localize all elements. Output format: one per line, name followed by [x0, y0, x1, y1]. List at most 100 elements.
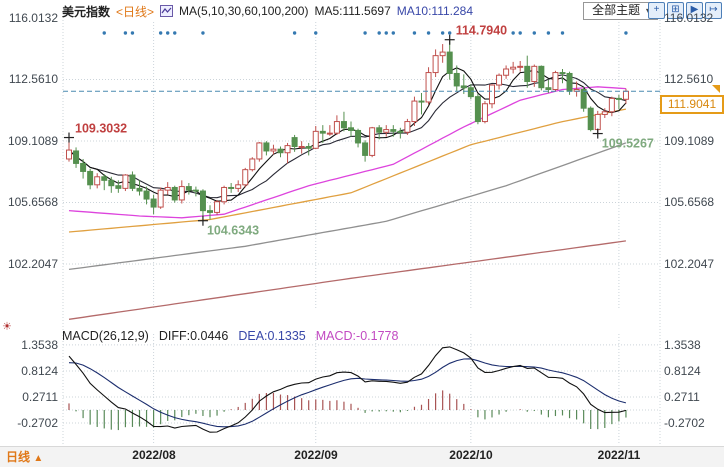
high-annotation: 114.7940 [444, 24, 507, 45]
y-axis-label: -0.2702 [664, 416, 705, 430]
macd-value: MACD:-0.1778 [315, 329, 399, 343]
candle-body [411, 100, 418, 123]
y-axis-label: 0.8124 [21, 364, 58, 378]
ma10-value: MA10:111.284 [396, 4, 474, 18]
y-axis-label: -0.2702 [17, 416, 58, 430]
candle-body [608, 97, 615, 113]
triangle-up-icon: ▲ [33, 453, 44, 464]
event-dot [384, 31, 388, 35]
dea-line [68, 358, 627, 428]
ma-settings-label: MA(5,10,30,60,100,200) [179, 4, 309, 18]
event-dot [314, 31, 318, 35]
y-axis-label: 1.3538 [664, 338, 701, 352]
event-dot [363, 31, 367, 35]
event-dot [511, 31, 515, 35]
low-annotation: 104.6343 [197, 215, 259, 238]
x-axis-label: 2022/08 [132, 448, 176, 462]
candle-body [129, 174, 136, 189]
theme-dropdown[interactable]: 全部主题▼ [583, 2, 658, 20]
candle-body [305, 146, 312, 149]
candle-body [510, 66, 517, 70]
event-dot [130, 31, 135, 35]
event-dot [123, 31, 128, 35]
x-axis-label: 2022/11 [597, 448, 641, 462]
candle-body [80, 162, 87, 172]
y-axis-label: 102.2047 [664, 257, 715, 271]
candles-layer [66, 39, 629, 221]
candle-body [263, 142, 270, 152]
y-axis-label: 102.2047 [7, 257, 58, 271]
event-dot [448, 31, 452, 35]
move-icon[interactable]: + [648, 2, 665, 19]
macd-histogram [68, 390, 627, 431]
ma100-line [68, 142, 627, 271]
candle-body [489, 84, 495, 105]
candle-body [362, 142, 369, 156]
candle-body [404, 121, 411, 133]
period-selector[interactable]: 日线 ▲ [6, 448, 43, 465]
low-label: 104.6343 [207, 224, 259, 238]
candle-body [298, 146, 305, 149]
candle-body [481, 103, 488, 123]
candle-body [164, 186, 171, 191]
event-dot [201, 31, 205, 35]
ma10-line [68, 74, 627, 199]
candle-body [242, 169, 249, 186]
candle-body [390, 129, 397, 132]
event-dot [377, 31, 381, 35]
candle-body [559, 72, 566, 75]
candle-body [270, 148, 277, 152]
y-axis-label: 112.5610 [8, 72, 58, 86]
candle-body [319, 130, 326, 134]
event-dot [624, 31, 628, 35]
export-arrow-icon[interactable]: ↦ [705, 2, 722, 19]
chart-header: 美元指数 <日线> MA(5,10,30,60,100,200) MA5:111… [62, 2, 473, 20]
play-chart-icon[interactable]: ▶ [686, 2, 703, 19]
high-annotation: 109.3032 [64, 122, 127, 143]
candle-body [467, 87, 474, 98]
candle-body [580, 88, 587, 109]
event-dot [412, 31, 417, 35]
candle-body [566, 72, 573, 92]
candle-body [214, 201, 221, 213]
candle-body [73, 150, 80, 164]
candle-body [622, 90, 629, 100]
candle-body [136, 187, 143, 192]
period-tag: <日线> [116, 4, 155, 19]
candle-body [460, 85, 467, 89]
candlestick-chart-icon [160, 5, 174, 17]
candle-body [333, 121, 340, 134]
candle-body [587, 107, 594, 131]
y-axis-label: 0.2711 [664, 390, 700, 404]
candle-body [178, 186, 185, 201]
candle-body [256, 142, 263, 160]
candle-body [87, 170, 94, 186]
theme-dropdown-label: 全部主题 [592, 3, 641, 17]
ma60-line [68, 108, 627, 233]
candle-body [615, 97, 622, 100]
candle-body [601, 111, 608, 115]
candle-body [340, 121, 347, 129]
macd-diff-value: DIFF:0.0446 [158, 329, 229, 343]
y-axis-label: 112.5610 [664, 72, 714, 86]
candle-body [249, 158, 256, 171]
candle-body [171, 186, 178, 201]
y-axis-label: 116.0132 [664, 11, 714, 25]
candle-body [348, 127, 354, 131]
event-dots [102, 31, 628, 35]
candle-body [66, 149, 72, 160]
candle-body [235, 184, 242, 189]
event-dot [518, 31, 522, 35]
candle-body [397, 130, 404, 133]
event-dot [560, 31, 565, 35]
pane-layout-icon[interactable]: ⊞ [667, 2, 684, 19]
indicator-sun-icon[interactable]: ☀ [2, 321, 12, 333]
event-dot [391, 31, 395, 35]
chart-toolbar: + ⊞ ▶ ↦ [648, 2, 722, 19]
low-annotation: 109.5267 [592, 128, 654, 151]
candle-body [474, 96, 481, 123]
event-dot [426, 31, 431, 35]
candle-body [185, 186, 192, 191]
candle-body [312, 130, 319, 149]
